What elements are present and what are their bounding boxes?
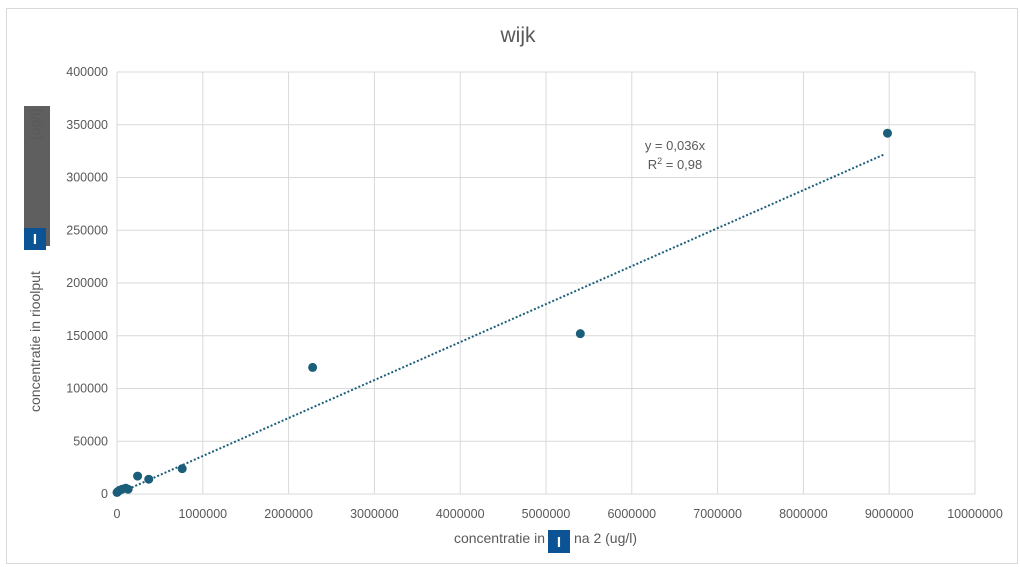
x-tick-label: 10000000 [947,507,1003,521]
x-tick-label: 0 [114,507,121,521]
redaction-block [24,228,46,250]
grid-layer [116,71,976,495]
r2-superscript: 2 [657,156,662,166]
chart-frame [6,8,1018,564]
x-tick-label: 7000000 [693,507,742,521]
chart-title: wijk [500,24,536,47]
x-tick-label: 2000000 [264,507,313,521]
x-tick-label: 6000000 [607,507,656,521]
x-tick-label: 9000000 [865,507,914,521]
trendline-r2: R2 = 0,98 [648,156,703,172]
x-tick-label: 4000000 [436,507,485,521]
y-tick-label: 50000 [73,434,108,448]
y-tick-label: 350000 [66,118,108,132]
y-tick-label: 400000 [66,65,108,79]
data-point [123,484,133,494]
y-tick-label: 0 [101,487,108,501]
data-point [144,474,154,484]
data-point [882,128,892,138]
trendline-layer [116,153,886,495]
trendline-equation: y = 0,036x [645,138,706,153]
x-axis-redaction: I [548,530,570,553]
data-point [575,329,585,339]
data-point [177,464,187,474]
redaction-block [548,530,570,553]
y-tick-label: 150000 [66,329,108,343]
text-cursor-icon: I [33,231,37,248]
trendline [116,153,886,495]
y-tick-label: 250000 [66,223,108,237]
data-point [133,471,143,481]
x-tick-label: 3000000 [350,507,399,521]
x-tick-label: 1000000 [178,507,227,521]
data-points [112,128,892,497]
y-tick-label: 200000 [66,276,108,290]
x-axis-label-left: concentratie in [454,530,545,546]
x-tick-label: 8000000 [779,507,828,521]
data-point [308,362,318,372]
tick-labels: 0 1000000 2000000 3000000 4000000 5000000 6000… [66,65,1003,521]
text-cursor-icon: I [557,534,561,551]
x-axis-label-right: na 2 (ug/l) [574,530,637,546]
y-tick-label: 300000 [66,171,108,185]
r2-value: = 0,98 [662,157,702,172]
y-axis-label-left: concentratie in rioolput [27,271,43,412]
y-tick-label: 100000 [66,382,108,396]
redaction-gray-block [24,106,50,246]
y-axis-redaction: I [24,106,50,250]
x-tick-label: 5000000 [522,507,571,521]
y-axis-label-right: (ug/l) [27,108,43,140]
r2-prefix: R [648,157,657,172]
